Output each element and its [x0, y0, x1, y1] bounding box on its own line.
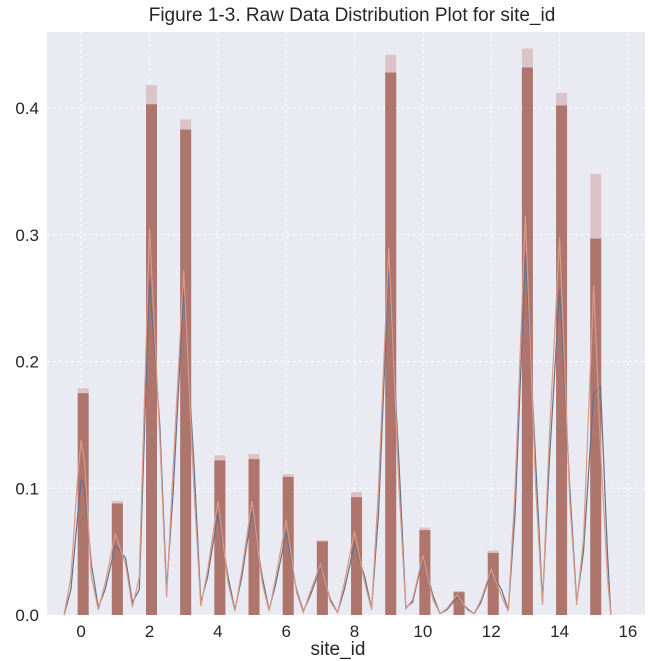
bar	[453, 592, 465, 615]
bar	[146, 104, 158, 615]
y-tick-label: 0.1	[15, 479, 39, 498]
bar	[111, 503, 123, 615]
bar	[248, 459, 260, 615]
bar	[556, 105, 568, 615]
x-tick-label: 2	[145, 622, 154, 641]
bar	[180, 129, 192, 616]
bar	[419, 530, 431, 615]
bar	[385, 72, 397, 615]
y-tick-label: 0.3	[15, 226, 39, 245]
bar	[77, 393, 89, 615]
x-tick-label: 10	[413, 622, 432, 641]
x-tick-label: 6	[281, 622, 290, 641]
y-tick-label: 0.2	[15, 353, 39, 372]
x-axis-title: site_id	[311, 639, 366, 660]
x-tick-labels: 0 2 4 6 8 10 12 14 16	[76, 622, 637, 641]
y-tick-label: 0.4	[15, 99, 39, 118]
x-tick-label: 12	[482, 622, 501, 641]
chart-title: Figure 1-3. Raw Data Distribution Plot f…	[149, 5, 556, 26]
kde-line	[63, 215, 612, 616]
bar	[487, 552, 499, 615]
bar	[521, 67, 533, 616]
x-tick-label: 0	[76, 622, 85, 641]
bar	[316, 541, 328, 615]
bar	[590, 238, 602, 615]
bar	[351, 497, 363, 615]
x-tick-label: 16	[618, 622, 637, 641]
bar	[214, 460, 226, 615]
y-tick-labels: 0.0 0.1 0.2 0.3 0.4	[15, 99, 39, 625]
x-tick-label: 4	[213, 622, 222, 641]
bars	[77, 48, 602, 616]
kde-lines	[63, 215, 612, 616]
x-tick-label: 14	[550, 622, 569, 641]
y-tick-label: 0.0	[15, 606, 39, 625]
x-tick-label: 8	[350, 622, 359, 641]
